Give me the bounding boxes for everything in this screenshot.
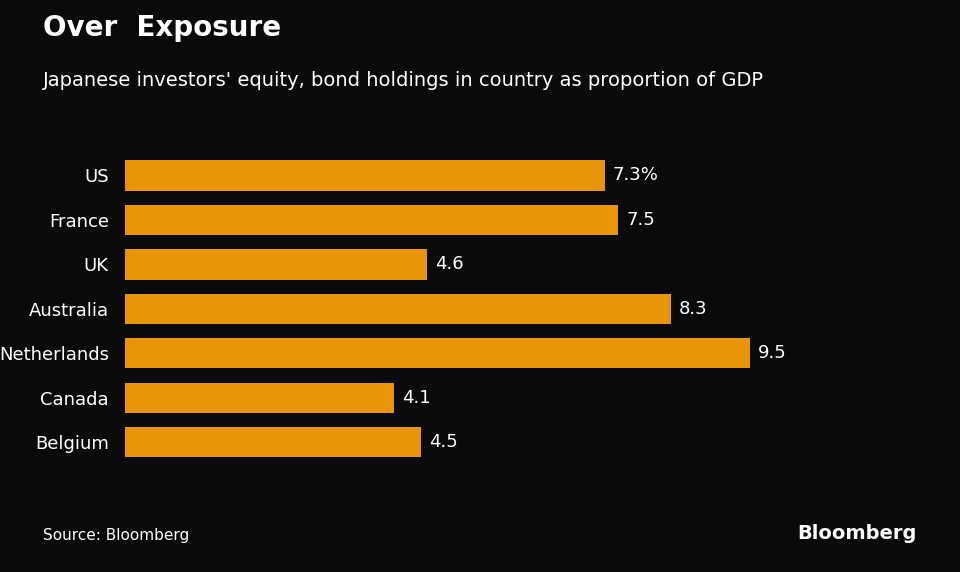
Bar [125, 383, 395, 413]
Bar [125, 249, 427, 280]
Bar [125, 294, 671, 324]
Text: 8.3: 8.3 [679, 300, 708, 318]
Text: 4.5: 4.5 [429, 434, 458, 451]
Text: Source: Bloomberg: Source: Bloomberg [43, 529, 189, 543]
Bar [125, 338, 750, 368]
Text: Over  Exposure: Over Exposure [43, 14, 281, 42]
Text: Bloomberg: Bloomberg [798, 525, 917, 543]
Bar [125, 205, 618, 235]
Bar [125, 427, 420, 458]
Text: 4.6: 4.6 [435, 255, 464, 273]
Text: 7.3%: 7.3% [612, 166, 659, 184]
Text: Japanese investors' equity, bond holdings in country as proportion of GDP: Japanese investors' equity, bond holding… [43, 72, 764, 90]
Text: 9.5: 9.5 [757, 344, 786, 363]
Text: 7.5: 7.5 [626, 211, 655, 229]
Text: 4.1: 4.1 [402, 389, 431, 407]
Bar [125, 160, 605, 190]
